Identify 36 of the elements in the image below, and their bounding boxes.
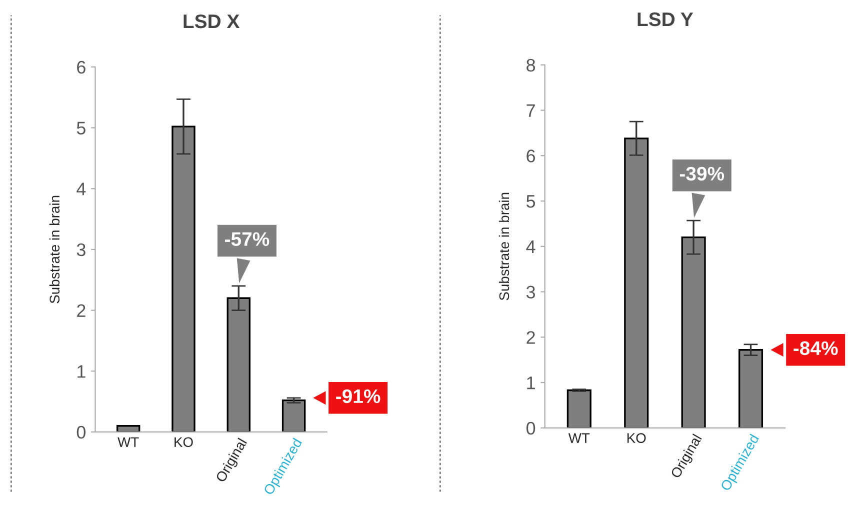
y-tick-label: 7 xyxy=(526,104,535,117)
y-axis-title: Substrate in brain xyxy=(498,192,510,300)
bar xyxy=(226,297,251,432)
y-tick-label: 0 xyxy=(526,422,536,435)
y-tick-label: 3 xyxy=(526,286,536,298)
y-tick-label: 4 xyxy=(76,182,86,196)
y-tick-label: 1 xyxy=(527,376,535,390)
bar xyxy=(566,389,592,428)
x-tick-label: KO xyxy=(627,433,646,443)
y-tick-label: 8 xyxy=(526,58,536,72)
y-tick-label: 3 xyxy=(76,243,86,256)
y-tick-label: 1 xyxy=(78,365,86,378)
annotation: -57% xyxy=(225,232,270,246)
bar xyxy=(172,126,196,432)
chart-title: LSD Y xyxy=(638,12,694,26)
y-tick-label: 6 xyxy=(526,150,536,162)
bar xyxy=(738,349,764,428)
y-tick-label: 2 xyxy=(526,331,535,344)
y-tick-label: 4 xyxy=(526,240,536,253)
y-tick-label: 6 xyxy=(77,60,86,74)
x-tick-label: WT xyxy=(118,437,139,447)
annotation: -84% xyxy=(794,341,838,356)
annotation: -39% xyxy=(680,166,724,181)
y-tick-label: 5 xyxy=(526,195,536,208)
bar xyxy=(116,425,140,432)
x-tick-label: KO xyxy=(174,437,193,448)
bar xyxy=(282,399,306,432)
annotation: -91% xyxy=(336,389,380,404)
y-axis-title: Substrate in brain xyxy=(49,196,60,304)
y-tick-label: 0 xyxy=(76,426,86,439)
y-tick-label: 5 xyxy=(76,122,86,134)
chart-title: LSD X xyxy=(184,14,240,28)
bar xyxy=(624,138,649,428)
x-tick-label: WT xyxy=(568,433,590,443)
y-tick-label: 2 xyxy=(77,304,86,317)
bar xyxy=(681,236,706,428)
